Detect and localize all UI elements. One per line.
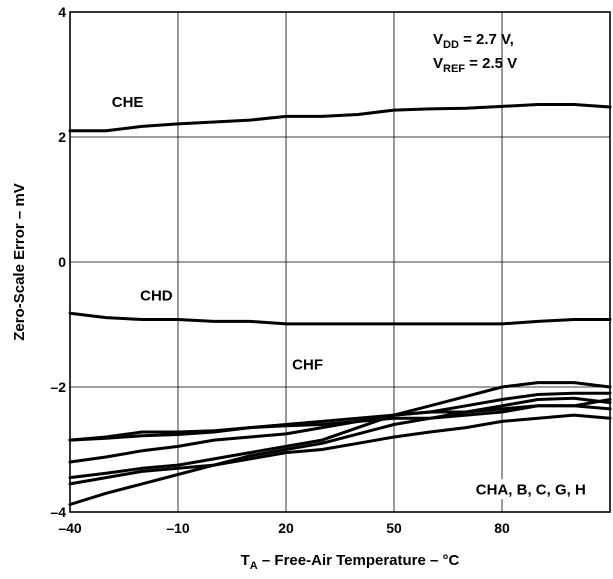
plot-frame — [69, 11, 611, 513]
y-tick-labels: –4 –2 0 2 4 — [50, 4, 66, 520]
series-line-1 — [68, 103, 612, 133]
series-line-2 — [68, 311, 612, 326]
series-line-8 — [68, 413, 612, 506]
annotation-background — [459, 479, 603, 500]
condition-vref-sub: REF — [443, 63, 465, 75]
y-tick-label: –2 — [50, 379, 66, 395]
series-line-7 — [68, 396, 612, 486]
x-tick-label: –10 — [166, 520, 190, 536]
condition-vref-rest: = 2.5 V — [465, 55, 517, 72]
y-tick-label: 2 — [58, 129, 66, 145]
y-tick-label: –4 — [50, 504, 66, 520]
series-line-5 — [68, 404, 612, 464]
annotation-background — [290, 354, 326, 375]
x-tick-label: –40 — [58, 520, 82, 536]
x-axis-label-main: T — [241, 552, 250, 569]
condition-vdd-main: V — [433, 31, 443, 48]
x-tick-label: 50 — [386, 520, 402, 536]
series-line-6 — [68, 381, 612, 480]
condition-vdd-sub: DD — [443, 39, 459, 51]
series-annotation: CHA, B, C, G, H — [476, 481, 586, 498]
x-axis-label-sub: A — [250, 560, 258, 572]
y-tick-label: 0 — [58, 254, 66, 270]
series-line-3 — [68, 391, 612, 442]
series-annotation: CHF — [292, 356, 323, 373]
x-axis-label-rest: – Free-Air Temperature – °C — [258, 552, 460, 569]
condition-vdd-rest: = 2.7 V, — [459, 31, 514, 48]
condition-vdd: VDD = 2.7 V, — [433, 31, 514, 51]
y-axis-label: Zero-Scale Error – mV — [11, 183, 28, 341]
series-group — [68, 103, 612, 506]
annotation-background — [138, 285, 174, 306]
series-annotation: CHE — [112, 94, 144, 111]
x-tick-label: 20 — [278, 520, 294, 536]
x-axis-label: TA – Free-Air Temperature – °C — [241, 552, 460, 572]
y-tick-label: 4 — [58, 4, 66, 20]
series-line-4 — [68, 398, 612, 442]
x-tick-label: 80 — [494, 520, 510, 536]
condition-vref-main: V — [433, 55, 443, 72]
series-annotation: CHD — [140, 288, 173, 305]
grid — [70, 12, 610, 512]
series-annotations: CHE CHD CHF CHA, B, C, G, H — [110, 91, 603, 500]
x-tick-labels: –40 –10 20 50 80 — [58, 520, 510, 536]
annotation-background — [110, 91, 146, 112]
condition-vref: VREF = 2.5 V — [433, 55, 517, 75]
